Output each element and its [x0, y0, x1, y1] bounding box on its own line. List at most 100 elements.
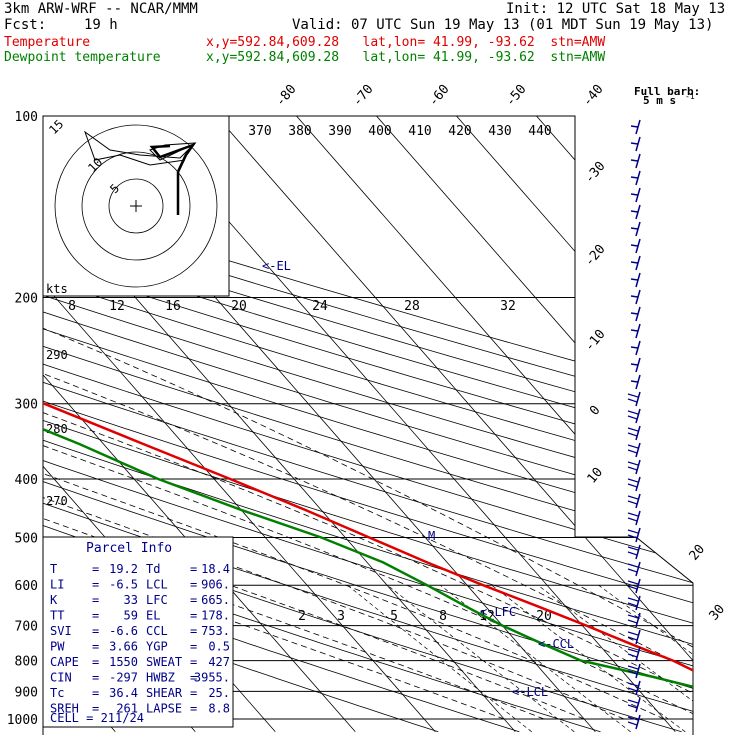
- parcel-info-equals: =: [92, 640, 99, 654]
- dry-adiabat: [43, 116, 439, 733]
- pressure-label: 600: [15, 579, 38, 594]
- temperature-tick-label: -10: [582, 327, 609, 355]
- wind-barb: [635, 663, 641, 679]
- mixing-ratio-line: [387, 584, 575, 733]
- mixing-ratio-line: [491, 584, 686, 733]
- dry-adiabat: [43, 116, 693, 733]
- wind-barb: [630, 244, 639, 247]
- theta-label: 400: [368, 124, 391, 139]
- wind-barb: [627, 687, 638, 692]
- wind-barb: [630, 278, 639, 281]
- wind-barb: [635, 544, 641, 560]
- wind-barb: [635, 408, 641, 424]
- wind-barb: [630, 159, 639, 162]
- level-marker: <-LCL: [512, 685, 548, 699]
- wind-barb: [630, 312, 639, 315]
- parcel-info-key: LFC: [146, 593, 168, 607]
- parcel-info-key: SVI: [50, 624, 72, 638]
- wind-barb: [627, 415, 638, 420]
- dewpoint-legend: Dewpoint temperature: [4, 50, 161, 65]
- parcel-info-value: 261: [116, 702, 138, 716]
- temperature-tick-label: -60: [426, 82, 453, 110]
- temperature-tick-label: -70: [350, 82, 377, 110]
- wind-barb: [627, 619, 638, 624]
- parcel-info-value: 36.4: [109, 686, 138, 700]
- wind-barb: [630, 380, 639, 383]
- wind-barb: [630, 227, 639, 230]
- dewpoint-profile: [43, 116, 693, 713]
- wind-barb: [635, 646, 641, 662]
- temperature-location: x,y=592.84,609.28 lat,lon= 41.99, -93.62…: [206, 35, 606, 50]
- mixing-ratio-line: [440, 584, 631, 733]
- wind-barb: [630, 295, 639, 298]
- wind-barb: [635, 425, 641, 441]
- wind-barb: [627, 529, 639, 534]
- dry-adiabat: [43, 116, 693, 733]
- temperature-tick-label: -50: [503, 82, 530, 110]
- plot-border: [43, 115, 694, 735]
- parcel-info-value: 25.: [208, 686, 230, 700]
- wind-barb: [635, 391, 641, 407]
- parcel-info-value: -6.6: [109, 624, 138, 638]
- wind-barb: [635, 629, 641, 645]
- mixing-ratio-label: 8: [439, 609, 447, 624]
- parcel-info-value: 59: [124, 609, 138, 623]
- parcel-info-key: CIN: [50, 671, 72, 685]
- parcel-info-title: Parcel Info: [86, 541, 172, 556]
- model-title: 3km ARW-WRF -- NCAR/MMM: [4, 1, 198, 17]
- wind-barb: [627, 551, 638, 556]
- wind-barb: [627, 517, 638, 522]
- wind-barb: [635, 493, 641, 509]
- wind-barb: [627, 682, 639, 687]
- wind-barb: [627, 721, 638, 726]
- parcel-info-key: Tc: [50, 686, 64, 700]
- theta-label: 390: [328, 124, 351, 139]
- hodograph-speed-label: 8: [68, 299, 76, 314]
- wind-barb: [627, 444, 639, 449]
- wind-barb: [630, 193, 639, 196]
- pressure-label: 300: [15, 398, 38, 413]
- wind-barb: [627, 653, 638, 658]
- parcel-info-key: SWEAT: [146, 655, 182, 669]
- wind-barbs: [627, 119, 641, 730]
- wind-barb: [630, 125, 639, 128]
- parcel-info-equals: =: [92, 562, 99, 576]
- wind-barb: [635, 561, 641, 577]
- profiles: [43, 116, 693, 714]
- parcel-info-equals: =: [190, 562, 197, 576]
- hodograph-speed-unit: kts: [46, 282, 68, 296]
- parcel-info-equals: =: [92, 578, 99, 592]
- wind-barb: [630, 176, 639, 179]
- wind-scale-title: Full barb:: [634, 85, 700, 98]
- wind-barb: [630, 346, 639, 349]
- hodograph-speed-label: 20: [231, 299, 247, 314]
- theta-label: 410: [408, 124, 431, 139]
- dry-adiabat: [43, 116, 693, 733]
- wind-scale-value: 5 m s: [643, 94, 676, 107]
- wind-barb: [627, 546, 639, 551]
- mixing-ratio-label: 2: [298, 609, 306, 624]
- isotherm: [456, 116, 693, 733]
- wind-barb: [627, 580, 639, 585]
- wind-barb: [627, 432, 638, 437]
- wind-barb: [635, 595, 641, 611]
- wind-barb: [627, 500, 638, 505]
- forecast-hour: 19 h: [84, 17, 118, 33]
- parcel-info-equals: =: [190, 578, 197, 592]
- wind-barb: [627, 665, 639, 670]
- hodograph-trace-bold: [149, 142, 197, 215]
- isotherm: [0, 116, 35, 732]
- parcel-info-box: Parcel Info T = 19.2 Td = 18.4 LI = -6.5 LCL = 906.…: [42, 536, 234, 728]
- isotherm: [43, 116, 356, 733]
- theta-label: 440: [528, 124, 551, 139]
- parcel-info-equals: =: [92, 671, 99, 685]
- parcel-info-value: -6.5: [109, 578, 138, 592]
- parcel-info-value: 1550: [109, 655, 138, 669]
- theta-side-label: 270: [46, 494, 68, 508]
- theta-label: 370: [248, 124, 271, 139]
- init-time: Init: 12 UTC Sat 18 May 13: [506, 1, 726, 17]
- temperature-tick-label: 10: [585, 465, 607, 487]
- mixing-ratio-line: [537, 584, 693, 733]
